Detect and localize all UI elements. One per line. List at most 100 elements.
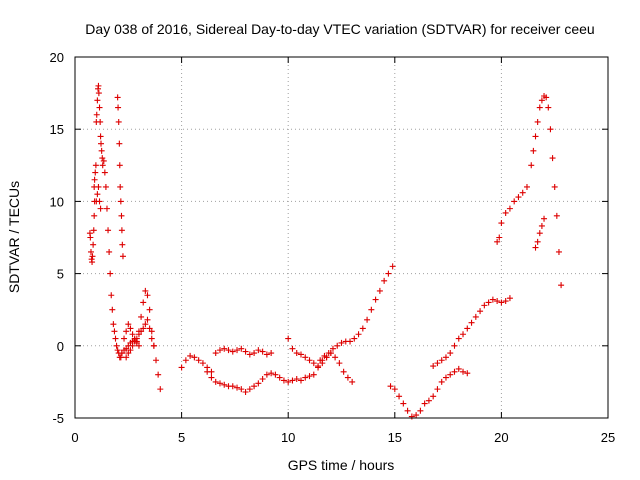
data-point	[100, 157, 107, 164]
data-point	[118, 350, 125, 357]
data-point	[541, 215, 548, 222]
data-point	[498, 220, 505, 227]
data-point	[138, 313, 145, 320]
series-s4	[114, 94, 126, 260]
data-point	[551, 183, 558, 190]
x-tick-label: 10	[281, 430, 295, 445]
data-point	[89, 253, 96, 260]
data-point	[434, 360, 441, 367]
data-point	[114, 347, 121, 354]
data-point	[90, 241, 97, 248]
data-point	[464, 370, 471, 377]
data-point	[430, 363, 437, 370]
data-point	[489, 296, 496, 303]
data-point	[421, 400, 428, 407]
y-tick-label: 0	[57, 339, 64, 354]
data-point	[494, 298, 501, 305]
data-point	[317, 357, 324, 364]
data-point	[351, 335, 358, 342]
data-point	[553, 212, 560, 219]
data-point	[547, 126, 554, 133]
data-point	[259, 376, 266, 383]
y-tick-label: 10	[50, 194, 64, 209]
data-point	[334, 342, 341, 349]
x-axis-label: GPS time / hours	[288, 457, 395, 473]
data-point	[496, 234, 503, 241]
data-point	[293, 376, 300, 383]
data-point	[242, 389, 249, 396]
data-point	[558, 282, 565, 289]
data-point	[515, 194, 522, 201]
series-s2	[91, 82, 142, 361]
data-point	[216, 347, 223, 354]
data-point	[381, 277, 388, 284]
data-point	[251, 350, 258, 357]
data-point	[289, 345, 296, 352]
data-point	[118, 227, 125, 234]
data-point	[413, 412, 420, 419]
data-point	[195, 357, 202, 364]
data-point	[297, 377, 304, 384]
data-point	[94, 97, 101, 104]
data-point	[87, 234, 94, 241]
data-point	[96, 198, 103, 205]
series-s5	[118, 287, 164, 393]
data-point	[396, 393, 403, 400]
data-point	[368, 306, 375, 313]
data-point	[144, 316, 151, 323]
y-tick-label: 15	[50, 122, 64, 137]
data-point	[118, 212, 125, 219]
data-point	[94, 191, 101, 198]
data-point	[534, 238, 541, 245]
data-point	[532, 133, 539, 140]
data-point	[208, 374, 215, 381]
data-point	[344, 374, 351, 381]
data-point	[142, 321, 149, 328]
data-point	[155, 371, 162, 378]
series-s11	[317, 263, 396, 364]
data-point	[93, 111, 100, 118]
data-point	[543, 94, 550, 101]
chart-title: Day 038 of 2016, Sidereal Day-to-day VTE…	[85, 21, 594, 37]
data-point	[113, 342, 120, 349]
data-point	[144, 292, 151, 299]
data-point	[408, 413, 415, 420]
data-point	[123, 354, 130, 361]
data-point	[255, 347, 262, 354]
data-point	[336, 360, 343, 367]
data-point	[545, 104, 552, 111]
series-s15	[532, 215, 548, 251]
data-point	[98, 140, 105, 147]
data-point	[442, 374, 449, 381]
data-point	[310, 360, 317, 367]
data-point	[276, 374, 283, 381]
data-point	[534, 118, 541, 125]
data-point	[455, 335, 462, 342]
data-point	[119, 253, 126, 260]
data-point	[532, 244, 539, 251]
data-point	[127, 325, 134, 332]
data-point	[438, 357, 445, 364]
data-point	[127, 347, 134, 354]
data-point	[110, 321, 117, 328]
data-point	[117, 354, 124, 361]
data-point	[103, 205, 110, 212]
data-point	[133, 335, 140, 342]
data-point	[306, 357, 313, 364]
data-point	[238, 345, 245, 352]
series-s8	[204, 368, 245, 393]
data-point	[538, 97, 545, 104]
data-point	[321, 352, 328, 359]
data-point	[115, 118, 122, 125]
data-point	[302, 354, 309, 361]
data-point	[530, 147, 537, 154]
y-axis-label: SDTVAR / TECUs	[6, 181, 22, 293]
data-point	[451, 368, 458, 375]
data-point	[123, 328, 130, 335]
x-tick-label: 20	[494, 430, 508, 445]
data-point	[121, 335, 128, 342]
data-point	[400, 400, 407, 407]
data-point	[129, 331, 136, 338]
series-s14	[494, 92, 565, 289]
